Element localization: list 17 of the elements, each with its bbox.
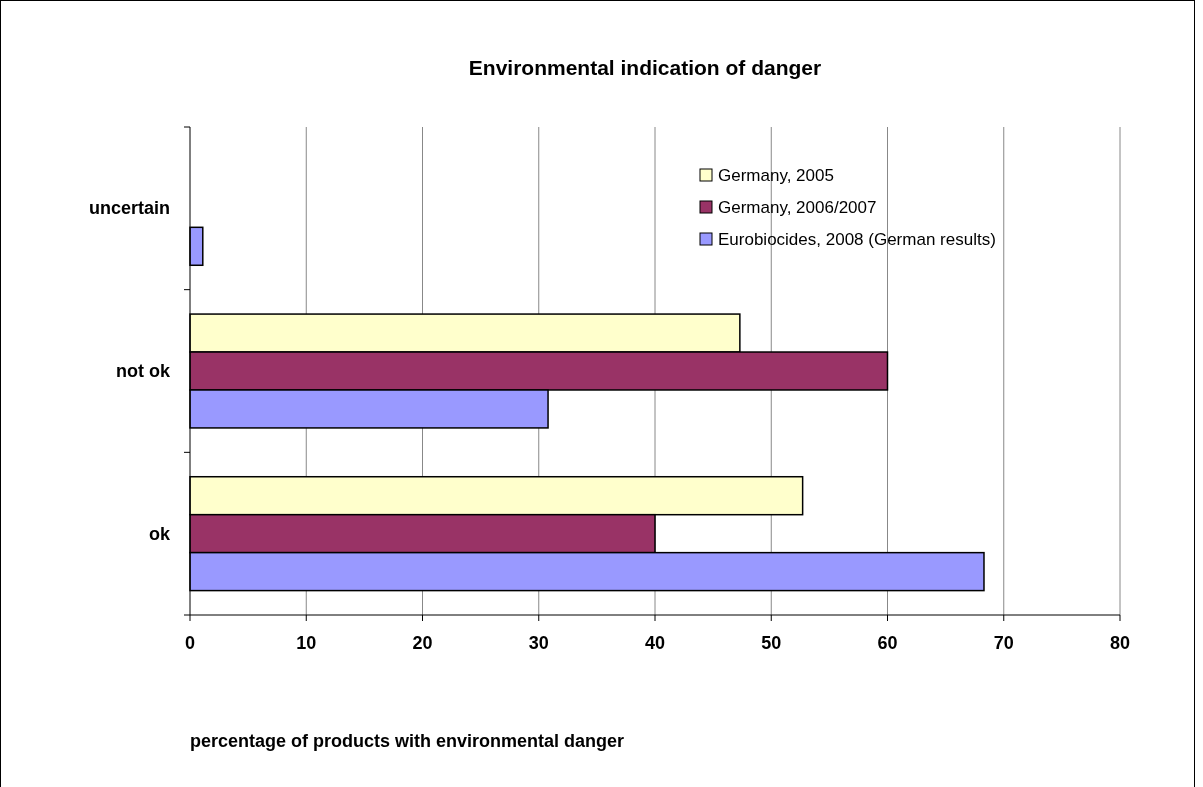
x-axis-title: percentage of products with environmental danger <box>190 731 625 751</box>
y-tick-label: ok <box>148 523 171 544</box>
x-tick-label: 80 <box>1109 633 1131 653</box>
x-tick-label: 30 <box>528 633 549 653</box>
x-tick-label: 0 <box>184 633 196 653</box>
legend-label: Germany, 2006/2007 <box>718 198 877 217</box>
x-tick-label: 50 <box>761 633 782 653</box>
y-tick-label: not ok <box>116 361 171 381</box>
x-tick-label: 60 <box>877 633 898 653</box>
x-tick-label: 10 <box>296 633 317 653</box>
x-tick-label: 70 <box>993 633 1014 653</box>
legend-label: Eurobiocides, 2008 (German results) <box>718 230 996 249</box>
legend-label: Germany, 2005 <box>718 166 834 185</box>
x-tick-label: 20 <box>412 633 433 653</box>
chart-title: Environmental indication of danger <box>468 56 822 79</box>
y-tick-label: uncertain <box>88 198 170 219</box>
x-tick-label: 40 <box>644 633 666 653</box>
